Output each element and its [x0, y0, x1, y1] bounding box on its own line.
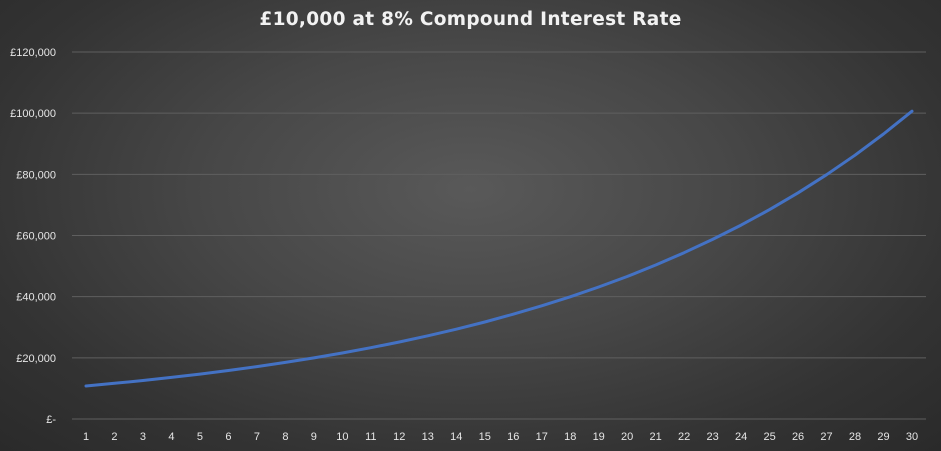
x-tick-label: 12: [393, 431, 405, 443]
series-line: [84, 109, 914, 388]
x-tick-label: 25: [763, 431, 775, 443]
x-tick-label: 19: [593, 431, 605, 443]
series-group: [84, 109, 914, 388]
y-tick-label: £120,000: [10, 47, 56, 59]
x-tick-label: 13: [422, 431, 434, 443]
x-tick-label: 4: [168, 431, 174, 443]
x-tick-label: 21: [650, 431, 662, 443]
x-tick-label: 7: [254, 431, 260, 443]
y-tick-label: £100,000: [10, 108, 56, 120]
x-axis-tick-labels: 1 2 3 4 5 6 7 8 9 10 11 12 13 14 15 16 17 18 19 20 21 22 23 24 2…: [83, 431, 918, 443]
x-tick-label: 11: [365, 431, 376, 443]
x-tick-label: 5: [197, 431, 203, 443]
x-tick-label: 20: [621, 431, 633, 443]
x-tick-label: 2: [111, 431, 117, 443]
x-tick-label: 10: [336, 431, 348, 443]
chart-title: £10,000 at 8% Compound Interest Rate: [259, 9, 682, 30]
x-tick-label: 17: [536, 431, 548, 443]
y-tick-label: £60,000: [16, 231, 56, 243]
x-tick-label: 24: [735, 431, 747, 443]
y-axis-tick-labels: £- £20,000 £40,000 £60,000 £80,000 £100,000 £1…: [10, 47, 56, 426]
x-tick-label: 23: [706, 431, 718, 443]
x-tick-label: 30: [906, 431, 918, 443]
x-tick-label: 9: [311, 431, 317, 443]
x-tick-label: 8: [282, 431, 288, 443]
y-tick-label: £80,000: [16, 169, 56, 181]
x-tick-label: 28: [849, 431, 861, 443]
x-tick-label: 29: [877, 431, 889, 443]
y-tick-label: £20,000: [16, 353, 56, 365]
x-tick-label: 16: [507, 431, 519, 443]
x-tick-label: 18: [564, 431, 576, 443]
x-tick-label: 22: [678, 431, 690, 443]
gridlines: [72, 51, 926, 420]
x-tick-label: 3: [140, 431, 146, 443]
x-tick-label: 15: [479, 431, 491, 443]
x-tick-label: 14: [450, 431, 462, 443]
x-tick-label: 27: [820, 431, 832, 443]
x-tick-label: 26: [792, 431, 804, 443]
y-tick-label: £40,000: [16, 292, 56, 304]
y-tick-label: £-: [46, 414, 56, 426]
x-tick-label: 1: [83, 431, 89, 443]
x-tick-label: 6: [225, 431, 231, 443]
